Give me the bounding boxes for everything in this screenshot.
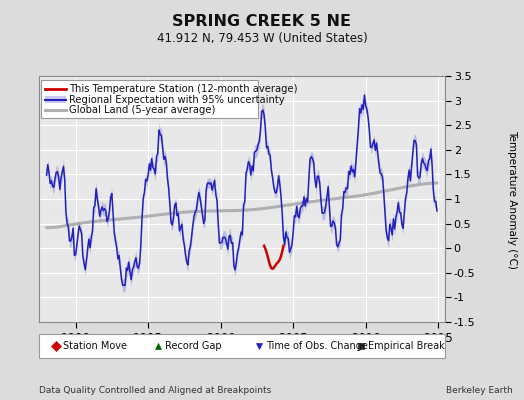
Text: Time of Obs. Change: Time of Obs. Change	[266, 341, 368, 351]
Text: SPRING CREEK 5 NE: SPRING CREEK 5 NE	[172, 14, 352, 29]
Text: Data Quality Controlled and Aligned at Breakpoints: Data Quality Controlled and Aligned at B…	[39, 386, 271, 395]
Text: This Temperature Station (12-month average): This Temperature Station (12-month avera…	[69, 84, 297, 94]
Text: Station Move: Station Move	[63, 341, 127, 351]
Text: Global Land (5-year average): Global Land (5-year average)	[69, 105, 215, 115]
Y-axis label: Temperature Anomaly (°C): Temperature Anomaly (°C)	[507, 130, 517, 268]
Text: Record Gap: Record Gap	[165, 341, 221, 351]
Text: Berkeley Earth: Berkeley Earth	[446, 386, 513, 395]
Text: Regional Expectation with 95% uncertainty: Regional Expectation with 95% uncertaint…	[69, 94, 284, 104]
Text: Empirical Break: Empirical Break	[368, 341, 444, 351]
Text: 41.912 N, 79.453 W (United States): 41.912 N, 79.453 W (United States)	[157, 32, 367, 45]
